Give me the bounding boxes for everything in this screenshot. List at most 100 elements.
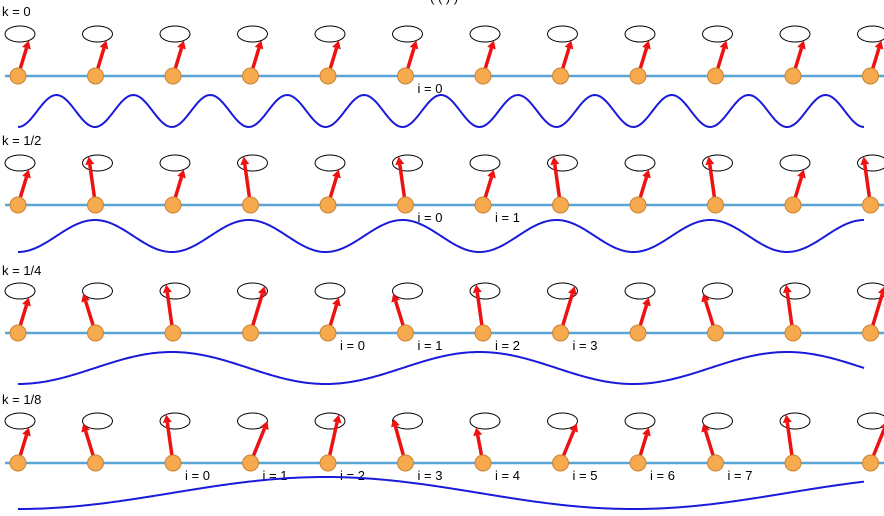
atom: [397, 196, 414, 214]
precession-ellipse: [314, 282, 346, 300]
site-index-label: i = 2: [495, 338, 520, 353]
atom: [707, 67, 724, 85]
precession-ellipse: [857, 25, 884, 43]
spin-arrowhead: [22, 40, 31, 50]
spin-arrowhead: [860, 156, 870, 166]
spin-arrowhead: [81, 293, 90, 303]
atom: [474, 324, 492, 342]
k-label: k = 1/8: [2, 392, 41, 407]
atom: [862, 67, 879, 85]
atom: [629, 196, 647, 214]
precession-ellipse: [82, 412, 113, 430]
panel: k = 1/4 i = 0 i = 1 i = 2 i = 3: [2, 263, 884, 386]
spin-arrowhead: [782, 284, 792, 294]
panels: k = 0 i = 0 k = 1/2 i = 0 i = 1 k = 1/4 i = 0 i…: [2, 4, 884, 510]
spin-arrowhead: [22, 427, 31, 437]
spin-arrowhead: [701, 423, 710, 433]
spin-arrowhead: [564, 40, 574, 50]
precession-ellipse: [702, 412, 733, 430]
atom: [164, 454, 182, 472]
atom: [242, 324, 259, 342]
atom: [9, 196, 27, 214]
k-label: k = 0: [2, 4, 31, 19]
spin-arrowhead: [719, 40, 729, 50]
atom: [164, 324, 182, 342]
atom: [862, 324, 879, 342]
precession-ellipse: [4, 154, 36, 172]
spin-arrowhead: [258, 286, 267, 296]
atom: [552, 324, 569, 342]
precession-ellipse: [547, 412, 578, 430]
atom: [629, 324, 647, 342]
spin-arrowhead: [569, 423, 578, 433]
atom: [164, 196, 182, 214]
atom: [319, 324, 337, 342]
atom: [397, 454, 414, 472]
atom: [552, 67, 569, 85]
spin-wave-curve: [17, 93, 865, 129]
precession-ellipse: [159, 25, 191, 43]
precession-ellipse: [469, 154, 501, 172]
spin-wave-curve: [17, 218, 865, 254]
spin-arrowhead: [177, 169, 186, 179]
spin-arrowhead: [878, 286, 884, 295]
site-index-label: i = 5: [573, 468, 598, 483]
precession-ellipse: [469, 282, 501, 300]
spin-arrowhead: [162, 284, 172, 294]
atom: [319, 67, 337, 85]
spin-arrowhead: [642, 169, 651, 179]
site-index-label: i = 3: [418, 468, 443, 483]
spin-arrowhead: [473, 427, 483, 437]
site-index-label: i = 0: [418, 210, 443, 225]
precession-ellipse: [624, 412, 656, 430]
top-title-fragment: ( ( ) ): [430, 0, 458, 5]
atom: [862, 454, 879, 472]
atom: [474, 196, 492, 214]
precession-ellipse: [4, 412, 36, 430]
atom: [474, 67, 492, 85]
atom: [784, 324, 802, 342]
site-index-label: i = 1: [418, 338, 443, 353]
site-index-label: i = 2: [340, 468, 365, 483]
site-index-label: i = 0: [418, 81, 443, 96]
precession-ellipse: [624, 282, 656, 300]
k-label: k = 1/2: [2, 133, 41, 148]
precession-ellipse: [547, 282, 578, 300]
k-label: k = 1/4: [2, 263, 41, 278]
atom: [862, 196, 879, 214]
spin-arrowhead: [391, 293, 400, 303]
precession-ellipse: [779, 412, 811, 430]
precession-ellipse: [237, 154, 268, 172]
atom: [707, 196, 724, 214]
precession-ellipse: [624, 154, 656, 172]
atom: [9, 454, 27, 472]
atom: [707, 324, 724, 342]
precession-ellipse: [314, 412, 346, 430]
precession-ellipse: [702, 25, 733, 43]
precession-ellipse: [159, 282, 191, 300]
precession-ellipse: [624, 25, 656, 43]
atom: [784, 67, 802, 85]
atom: [319, 454, 337, 472]
precession-ellipse: [857, 154, 884, 172]
atom: [784, 454, 802, 472]
site-index-label: i = 4: [495, 468, 520, 483]
spin-arrowhead: [874, 40, 884, 50]
atom: [87, 324, 104, 342]
atom: [87, 454, 104, 472]
precession-ellipse: [469, 412, 501, 430]
atom: [784, 196, 802, 214]
spin-arrowhead: [162, 414, 172, 424]
site-index-label: i = 0: [340, 338, 365, 353]
atom: [474, 454, 492, 472]
precession-ellipse: [779, 282, 811, 300]
atom: [87, 196, 104, 214]
panel: k = 0 i = 0: [2, 4, 884, 129]
spin-arrowhead: [81, 423, 90, 433]
atom: [9, 324, 27, 342]
atom: [242, 67, 259, 85]
atom: [707, 454, 724, 472]
site-index-label: i = 3: [573, 338, 598, 353]
